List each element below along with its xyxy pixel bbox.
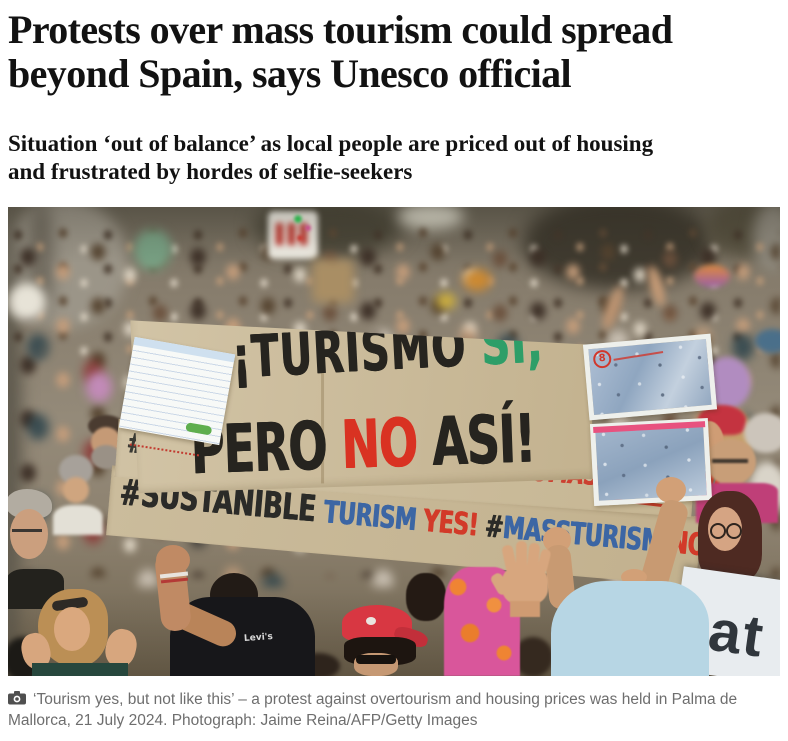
light-blue-tshirt [551,581,709,677]
red-cap-person [336,603,431,677]
round-glasses [710,523,726,540]
face [10,509,48,560]
taped-aerial-photo-top: 8 [582,333,718,421]
white-top [53,505,103,536]
sign-line2-segment: NO [340,402,434,485]
sign-line4-segment: TURISM [322,495,425,540]
sign-line4-segment: YES! [421,504,487,545]
banner-letters: at [704,597,769,671]
light-blue-tshirt-sign-holder [543,477,713,677]
green-banner [134,229,172,272]
face [63,477,89,504]
teal-top [32,663,128,677]
glasses [12,529,42,533]
face [54,607,90,652]
camera-icon [8,691,26,705]
purple-shirt-blurred [86,372,112,403]
caption-text: ‘Tourism yes, but not like this’ – a pro… [8,691,738,730]
sign-line2-segment: ASÍ! [430,399,537,482]
taped-aerial-photo-bottom [589,418,713,507]
clapping-blonde-woman [18,589,141,677]
article-photo: ¡TURISMO SI, PERO NO ASÍ! #SíTURISMO SOS… [8,207,780,677]
yellow-sign-blurred [436,293,456,310]
receipt-green-highlight [185,422,213,436]
gray-haired-man-foreground [8,489,64,610]
cardboard-sign-blurred [312,259,354,304]
crowd-head-dark [406,573,446,622]
cap-logo [366,617,376,626]
sign-line-2: PERO NO ASÍ! [189,399,536,489]
wrist [510,601,540,618]
article-headline: Protests over mass tourism could spread … [8,7,673,96]
rainbow-flag-blurred [694,265,730,288]
orange-sign-blurred [463,269,491,292]
aerial-photo-texture [595,423,707,501]
fist [156,545,190,576]
round-glasses [726,523,742,540]
gray-bun-woman [53,455,103,539]
glasses [712,459,748,464]
white-protest-sign [8,283,46,322]
sunglasses [356,655,396,665]
black-tshirt-sign-holder: Levi's [148,545,318,677]
article-standfirst: Situation ‘out of balance’ as local peop… [8,131,654,184]
blue-cap-blurred [755,329,780,354]
photo-caption: ‘Tourism yes, but not like this’ – a pro… [8,689,778,731]
auburn-hair-woman [698,491,766,583]
taped-receipt-printout [118,337,236,446]
finger [516,541,527,572]
palm [502,565,548,606]
neon-lights [292,213,316,246]
background-sky-gap [398,207,464,230]
open-palm-hand [489,541,558,618]
